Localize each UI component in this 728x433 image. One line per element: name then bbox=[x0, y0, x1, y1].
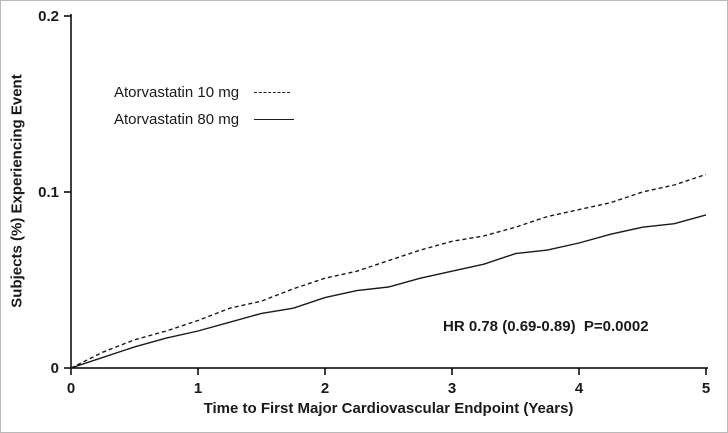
svg-text:0.1: 0.1 bbox=[38, 184, 59, 201]
svg-text:0.2: 0.2 bbox=[38, 8, 59, 25]
y-axis-label: Subjects (%) Experiencing Event bbox=[8, 74, 26, 308]
svg-text:2: 2 bbox=[321, 380, 329, 397]
legend-label-80mg: Atorvastatin 80 mg bbox=[114, 111, 240, 128]
series-line-80mg bbox=[70, 214, 707, 369]
hazard-ratio-annotation: HR 0.78 (0.69-0.89) P=0.0002 bbox=[443, 318, 649, 335]
svg-text:3: 3 bbox=[448, 380, 456, 397]
legend-item-atorvastatin-10mg: Atorvastatin 10 mg bbox=[114, 79, 294, 106]
svg-text:5: 5 bbox=[702, 380, 710, 397]
x-axis-label: Time to First Major Cardiovascular Endpo… bbox=[203, 400, 574, 417]
legend-label-10mg: Atorvastatin 10 mg bbox=[114, 84, 240, 101]
dashed-line-sample bbox=[254, 92, 290, 93]
svg-text:0: 0 bbox=[67, 380, 75, 397]
legend: Atorvastatin 10 mg Atorvastatin 80 mg bbox=[114, 79, 294, 133]
solid-line-sample bbox=[254, 119, 294, 120]
legend-item-atorvastatin-80mg: Atorvastatin 80 mg bbox=[114, 106, 294, 133]
series-line-10mg bbox=[70, 173, 707, 369]
svg-text:0: 0 bbox=[51, 360, 59, 377]
svg-text:4: 4 bbox=[575, 380, 584, 397]
svg-text:1: 1 bbox=[194, 380, 202, 397]
